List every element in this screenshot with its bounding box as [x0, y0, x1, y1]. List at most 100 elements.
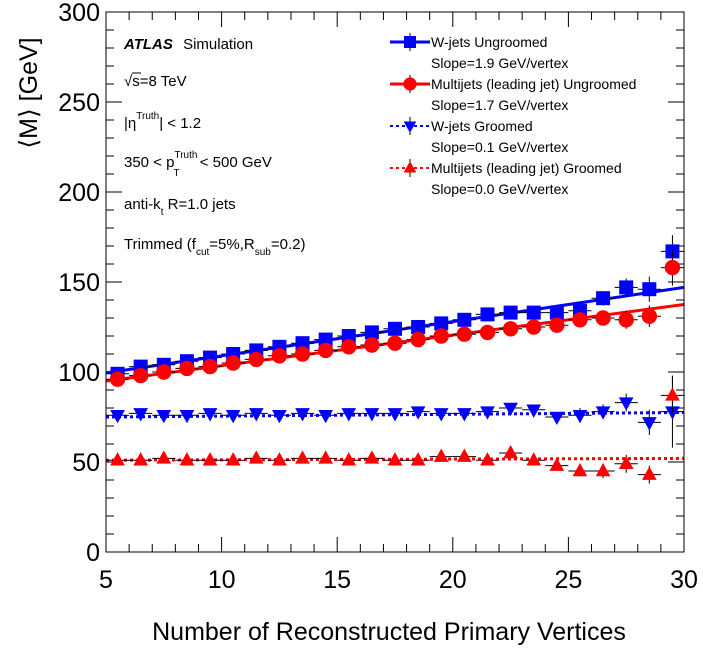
x-tick-label: 25 [554, 566, 582, 594]
data-point [341, 452, 357, 466]
data-point [549, 317, 565, 333]
data-point [618, 312, 634, 328]
x-tick-label: 30 [670, 566, 698, 594]
y-tick-label: 0 [86, 539, 100, 567]
data-point [110, 452, 125, 466]
data-point [179, 409, 195, 424]
data-point [480, 307, 495, 322]
trim-pre: Trimmed (f [124, 236, 197, 253]
legend: W-jets Ungroomed Slope=1.9 GeV/vertex Mult… [390, 33, 636, 197]
data-point [595, 310, 611, 326]
series-points [106, 249, 684, 387]
energy-value: s=8 TeV [132, 73, 186, 90]
data-point [388, 321, 402, 336]
data-point [225, 409, 241, 424]
pt-post: < 500 GeV [196, 154, 272, 171]
data-point [364, 337, 380, 353]
legend-entry-label: W-jets Groomed [431, 118, 533, 134]
data-point [272, 452, 287, 466]
legend-marker [403, 121, 417, 133]
data-point [364, 450, 380, 464]
eta-cut-label: |ηTruth| < 1.2 [124, 111, 201, 132]
sqrt-sign: √ [124, 73, 133, 90]
series-points [106, 377, 684, 484]
data-point [133, 452, 149, 466]
trim-label: Trimmed (fcut=5%,Rsub=0.2) [124, 236, 305, 258]
legend-marker [403, 161, 417, 173]
series-points [106, 375, 684, 448]
data-point [572, 462, 588, 477]
legend-entry-label: Multijets (leading jet) Ungroomed [431, 76, 636, 92]
data-markers [106, 235, 684, 484]
legend-entry-label: Multijets (leading jet) Groomed [431, 160, 622, 176]
data-point [503, 444, 518, 459]
data-point [179, 452, 195, 466]
data-point [156, 409, 172, 424]
eta-post: | < 1.2 [159, 115, 201, 132]
data-point [294, 346, 311, 362]
data-point [480, 452, 495, 466]
algo-post: R=1.0 jets [163, 196, 235, 213]
legend-entry-label: W-jets Ungroomed [431, 34, 547, 50]
data-point [434, 316, 449, 331]
data-point [317, 342, 334, 359]
data-point [387, 335, 403, 351]
info-block: ATLAS Simulation √s=8 TeV |ηTruth| < 1.2… [123, 36, 305, 258]
data-point [641, 417, 657, 431]
y-tick-label: 300 [58, 0, 100, 27]
data-point [341, 329, 356, 343]
data-point [549, 457, 565, 471]
data-point [318, 450, 333, 464]
axis-ticks [105, 11, 685, 553]
trim-sub-cut: cut [196, 247, 210, 258]
data-point [202, 452, 218, 466]
data-point [549, 411, 565, 426]
data-point [433, 328, 449, 344]
data-point [202, 408, 218, 422]
algo-label: anti-kt R=1.0 jets [124, 196, 236, 218]
data-point [457, 408, 472, 422]
data-point [248, 450, 264, 464]
data-point [225, 355, 241, 371]
plot-frame [105, 11, 685, 553]
data-point [410, 331, 426, 348]
data-point [410, 406, 426, 420]
legend-slope-label: Slope=1.9 GeV/vertex [431, 55, 568, 71]
algo-pre: anti-k [124, 196, 161, 213]
pt-sup: Truth [174, 150, 197, 161]
data-point [156, 364, 172, 380]
data-point [110, 409, 125, 424]
algo-sub: t [161, 207, 164, 218]
legend-slope-label: Slope=1.7 GeV/vertex [431, 97, 568, 113]
data-point [642, 282, 657, 297]
data-point [665, 387, 680, 401]
data-point [457, 448, 472, 462]
pt-sub: T [173, 168, 179, 179]
y-tick-label: 150 [58, 269, 100, 297]
data-point [132, 367, 149, 384]
data-point [295, 408, 310, 422]
y-tick-label: 50 [72, 449, 100, 477]
data-point [526, 305, 541, 320]
data-point [456, 326, 473, 342]
pt-pre: 350 < p [124, 154, 174, 171]
data-point [503, 305, 518, 320]
data-point [526, 404, 542, 418]
data-point [411, 320, 426, 334]
y-tick-label: 200 [58, 179, 100, 207]
x-tick-label: 15 [323, 566, 351, 594]
data-point [341, 408, 357, 422]
data-point [572, 409, 588, 424]
trim-mid: =5%,R [209, 236, 255, 253]
data-point [410, 452, 426, 466]
y-tick-label: 100 [58, 359, 100, 387]
atlas-label: ATLAS [123, 36, 173, 53]
data-point [595, 406, 611, 420]
data-point [364, 408, 380, 422]
data-point [596, 291, 611, 306]
y-tick-label: 250 [58, 89, 100, 117]
data-point [109, 371, 126, 387]
data-point [156, 450, 172, 464]
